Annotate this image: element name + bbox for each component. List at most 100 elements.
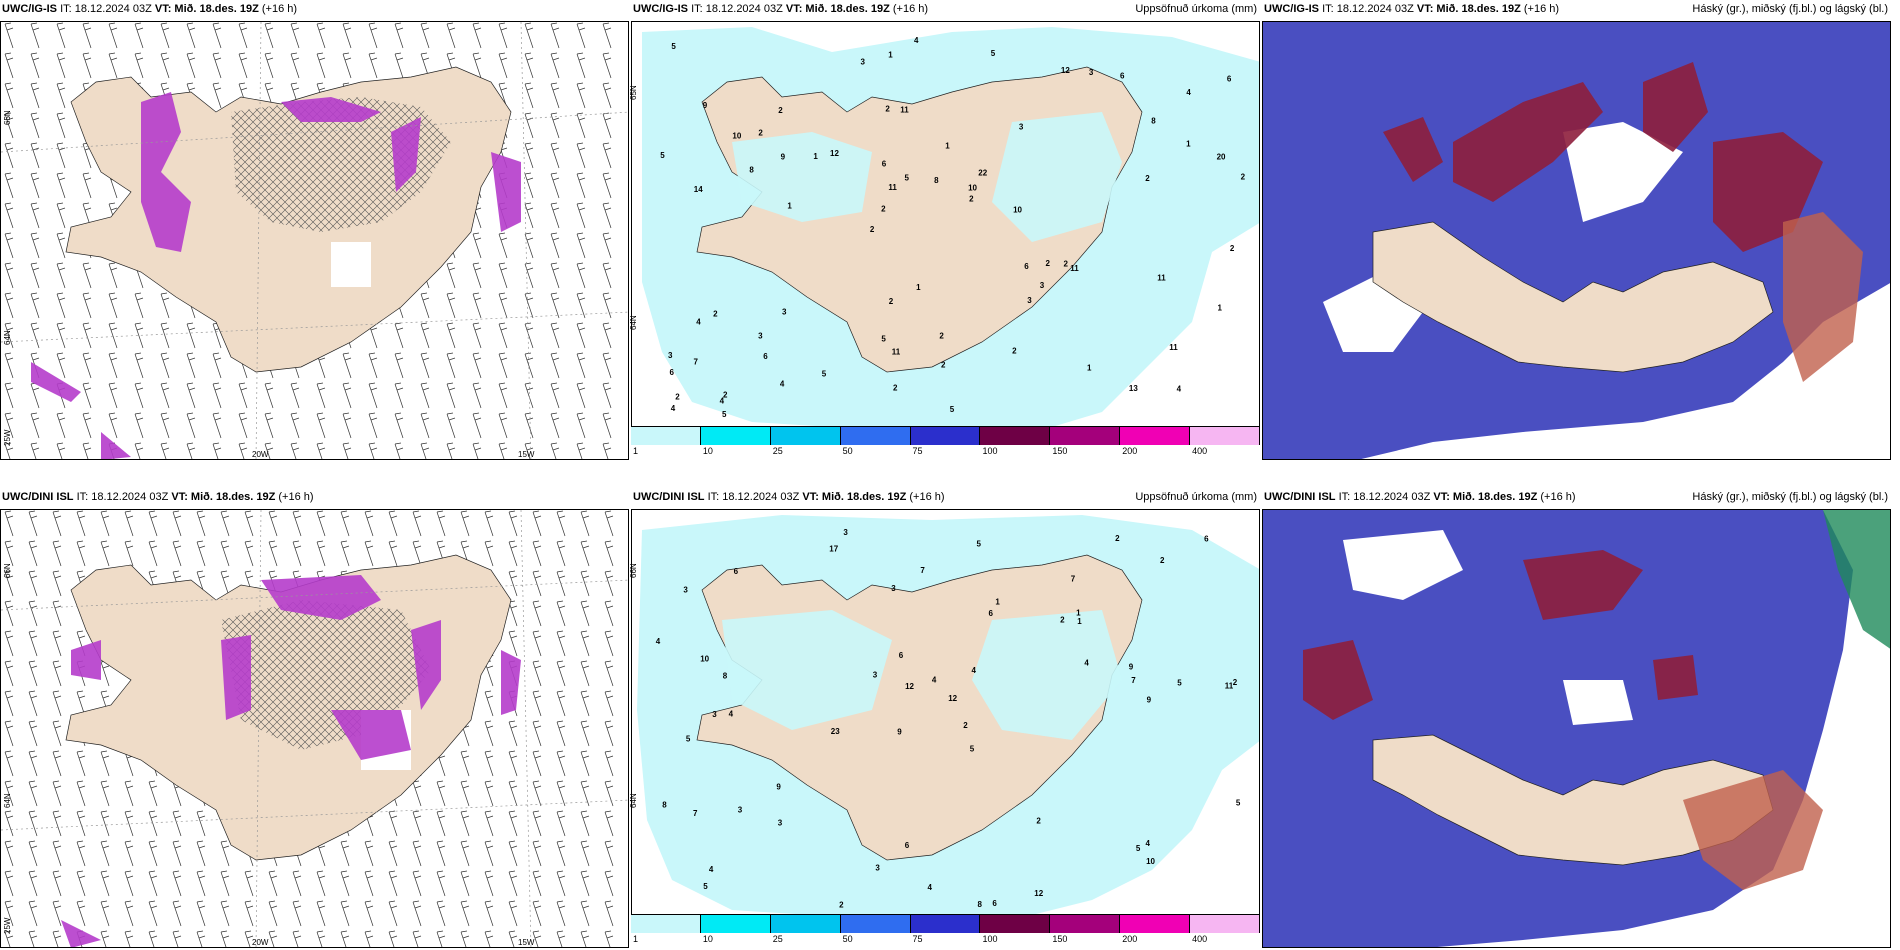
valid-time-label: VT: (154, 3, 172, 15)
precip-value-label: 11 (900, 106, 909, 115)
colorbar-swatch (910, 915, 981, 933)
precip-value-label: 3 (1040, 281, 1045, 290)
panel-wind-snow-ig: UWC/IG-IS IT: 18.12.2024 03Z VT: Mið. 18… (0, 0, 629, 460)
precip-value-label: 11 (1225, 682, 1234, 691)
panel-clouds-ig: UWC/IG-IS IT: 18.12.2024 03Z VT: Mið. 18… (1262, 0, 1891, 460)
precip-value-label: 22 (978, 169, 987, 178)
precip-value-label: 5 (686, 734, 691, 743)
lead-time: (+16 h) (1540, 491, 1576, 503)
panel-field-title: Háský (gr.), miðský (fj.bl.) og lágský (… (1692, 491, 1888, 503)
precip-value-label: 1 (916, 283, 921, 292)
precip-value-label: 8 (978, 900, 983, 909)
precip-value-label: 4 (1084, 658, 1089, 667)
lat-label: 64N (3, 330, 12, 345)
map-canvas: 4144232212126611221191261251121231311251… (632, 22, 1259, 459)
precip-value-label: 7 (1071, 574, 1076, 583)
precip-value-label: 6 (1024, 262, 1029, 271)
panel-header: UWC/DINI ISL IT: 18.12.2024 03Z VT: Mið.… (1264, 491, 1576, 503)
precip-value-label: 4 (729, 710, 734, 719)
colorbar-swatch (840, 915, 911, 933)
map-canvas (1263, 22, 1890, 459)
valid-time: Mið. 18.des. 19Z (821, 491, 907, 503)
model-name: UWC/IG-IS (2, 3, 57, 15)
precip-value-label: 6 (670, 368, 675, 377)
precip-value-label: 1 (888, 50, 893, 59)
valid-time-label: VT: (785, 3, 803, 15)
precip-value-label: 10 (968, 184, 977, 193)
map-clouds[interactable] (1262, 21, 1891, 460)
colorbar-label: 150 (1052, 446, 1068, 456)
init-time: IT: 18.12.2024 03Z (60, 3, 152, 15)
map-wind-snow[interactable] (0, 21, 629, 460)
map-precipitation[interactable]: 4 14 4 2 3 2 2 1 2 12 6 6 11 22 11 9 1 2 6 1 2 5 11 2 12 3 13 11 2 5 1… (631, 21, 1260, 460)
colorbar-swatch (1190, 427, 1261, 445)
colorbar-label: 50 (842, 446, 853, 456)
precip-value-label: 5 (822, 370, 827, 379)
precip-value-label: 6 (989, 609, 994, 618)
panel-field-title: Uppsöfnuð úrkoma (mm) (1135, 3, 1257, 15)
init-time: IT: 18.12.2024 03Z (691, 3, 783, 15)
colorbar-swatch (840, 427, 911, 445)
precip-value-label: 10 (1146, 857, 1155, 866)
precip-value-label: 5 (660, 151, 665, 160)
precip-value-label: 3 (683, 585, 688, 594)
precip-colorbar: 1 10 25 50 75 100 150 200 400 (631, 426, 1261, 460)
map-canvas (1, 22, 628, 459)
lon-label: 25W (3, 429, 12, 446)
precip-value-label: 4 (972, 666, 977, 675)
precip-value-label: 3 (1089, 68, 1094, 77)
lat-label: 65N (3, 110, 12, 125)
precip-value-label: 6 (763, 352, 768, 361)
precip-value-label: 2 (885, 104, 890, 113)
precip-value-label: 5 (1177, 678, 1182, 687)
precip-value-label: 12 (1034, 889, 1043, 898)
lead-time: (+16 h) (909, 491, 945, 503)
precip-value-label: 2 (713, 310, 718, 319)
precip-value-label: 3 (738, 805, 743, 814)
precip-value-label: 2 (969, 194, 974, 203)
precip-value-label: 3 (891, 584, 896, 593)
map-precipitation[interactable]: 3 7 11 9 5 4 3 2 5 6 12 5 17 23 8 6 6 2 4 9 8 3 2 5 8 10 12 7 4 7 5 1 3 3… (631, 509, 1260, 948)
precip-value-label: 3 (782, 307, 787, 316)
precip-value-label: 9 (781, 153, 786, 162)
colorbar-label: 25 (772, 934, 783, 944)
valid-time-label: VT: (802, 491, 819, 503)
high-cloud (1383, 62, 1823, 252)
colorbar-label: 1 (633, 934, 639, 944)
precip-value-label: 2 (758, 129, 763, 138)
precip-value-label: 17 (829, 545, 838, 554)
precip-value-label: 10 (732, 132, 741, 141)
colorbar-label: 100 (982, 934, 998, 944)
precip-value-label: 11 (1157, 274, 1166, 283)
precip-value-label: 4 (696, 317, 701, 326)
init-time: IT: 18.12.2024 03Z (707, 491, 800, 503)
colorbar-label: 400 (1192, 446, 1208, 456)
map-canvas (1, 510, 628, 947)
lon-label: 15W (518, 450, 535, 459)
precip-value-label: 2 (963, 721, 968, 730)
precip-value-label: 1 (1218, 303, 1223, 312)
precip-value-label: 2 (881, 204, 886, 213)
map-wind-snow[interactable] (0, 509, 629, 948)
precip-value-label: 6 (882, 159, 887, 168)
precip-value-label: 5 (970, 745, 975, 754)
lead-time: (+16 h) (261, 3, 298, 15)
precip-value-label: 11 (1070, 264, 1079, 273)
precip-value-label: 2 (1012, 346, 1017, 355)
precip-value-label: 4 (932, 676, 937, 685)
colorbar-label: 200 (1122, 446, 1138, 456)
graticule (1, 22, 628, 459)
precip-value-label: 1 (1076, 609, 1081, 618)
precip-values: 4144232212126611221191261251121231311251… (660, 36, 1245, 419)
colorbar-swatch (770, 915, 841, 933)
precip-value-label: 2 (1145, 174, 1150, 183)
colorbar-swatch (910, 427, 981, 445)
precip-value-label: 6 (899, 651, 904, 660)
colorbar-label: 75 (912, 934, 923, 944)
lead-time: (+16 h) (1523, 3, 1560, 15)
map-clouds[interactable] (1262, 509, 1891, 948)
precip-value-label: 5 (703, 882, 708, 891)
precip-value-label: 5 (881, 335, 886, 344)
precip-value-label: 2 (1046, 259, 1051, 268)
